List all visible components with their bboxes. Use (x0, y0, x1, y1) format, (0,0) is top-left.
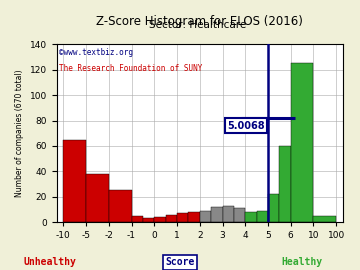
Bar (234, 208, 245, 222)
Text: Score: Score (165, 257, 195, 267)
Bar (166, 214, 177, 222)
Bar (291, 63, 314, 222)
Bar (188, 212, 200, 222)
Bar (200, 211, 211, 222)
Bar (109, 190, 131, 222)
Bar (222, 206, 234, 222)
Bar (279, 146, 291, 222)
Bar (245, 212, 257, 222)
Text: The Research Foundation of SUNY: The Research Foundation of SUNY (59, 64, 203, 73)
Text: ©www.textbiz.org: ©www.textbiz.org (59, 48, 134, 57)
Text: Healthy: Healthy (282, 257, 323, 267)
Bar (257, 211, 268, 222)
Bar (131, 216, 143, 222)
Bar (63, 140, 86, 222)
Bar (177, 213, 188, 222)
Text: 5.0068: 5.0068 (227, 121, 265, 131)
Text: Unhealthy: Unhealthy (24, 257, 77, 267)
Text: Sector: Healthcare: Sector: Healthcare (149, 20, 247, 30)
Y-axis label: Number of companies (670 total): Number of companies (670 total) (15, 69, 24, 197)
Bar (211, 207, 222, 222)
Bar (154, 217, 166, 222)
Bar (143, 218, 154, 222)
Title: Z-Score Histogram for ELOS (2016): Z-Score Histogram for ELOS (2016) (96, 15, 303, 28)
Bar (268, 194, 279, 222)
Bar (314, 216, 336, 222)
Bar (86, 174, 109, 222)
